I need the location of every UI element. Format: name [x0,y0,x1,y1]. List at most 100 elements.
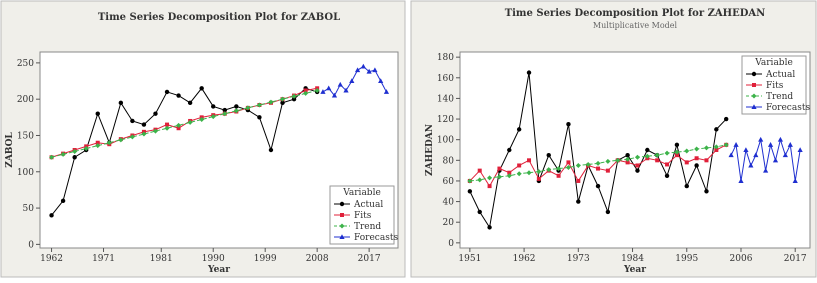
y-tick-label: 120 [437,115,454,125]
data-point [188,101,192,105]
x-tick-label: 1981 [150,254,173,264]
data-point [704,189,708,193]
y-tick-label: 20 [443,218,455,228]
data-point [625,153,629,157]
data-point [665,174,669,178]
legend-label: Actual [765,70,795,80]
data-point [635,163,639,167]
data-point [606,169,610,173]
chart-title: Time Series Decomposition Plot for ZABOL [98,12,340,23]
data-point [606,210,610,214]
y-tick-label: 40 [443,198,455,208]
data-point [96,112,100,116]
x-tick-label: 1995 [675,254,698,264]
y-tick-label: 250 [17,59,34,69]
data-point [596,167,600,171]
legend-label: Trend [766,92,793,102]
data-point [695,156,699,160]
data-point [49,213,53,217]
data-point [478,169,482,173]
data-point [130,119,134,123]
data-point [72,155,76,159]
data-point [487,225,491,229]
data-point [507,148,511,152]
x-tick-label: 1971 [92,254,115,264]
x-tick-label: 1990 [202,254,225,264]
y-tick-label: 200 [17,95,34,105]
chart-subtitle: Multiplicative Model [593,21,678,30]
data-point [714,127,718,131]
data-point [685,160,689,164]
data-point [694,163,698,167]
legend-marker [340,213,344,217]
data-point [119,101,123,105]
data-point [576,179,580,183]
legend-marker [340,202,344,206]
data-point [675,143,679,147]
legend-label: Trend [354,222,381,232]
data-point [153,112,157,116]
x-tick-label: 1984 [621,254,644,264]
data-point [645,148,649,152]
data-point [468,189,472,193]
legend-label: Actual [353,200,383,210]
y-tick-label: 140 [437,94,454,104]
data-point [527,158,531,162]
data-point [142,122,146,126]
y-tick-label: 80 [443,156,455,166]
x-tick-label: 2008 [306,254,329,264]
data-point [557,174,561,178]
data-point [724,117,728,121]
y-tick-label: 60 [443,177,455,187]
chart-title: Time Series Decomposition Plot for ZAHED… [505,8,766,19]
data-point [517,163,521,167]
data-point [566,122,570,126]
data-point [685,184,689,188]
legend-label: Forecasts [354,233,398,243]
legend-marker [752,83,756,87]
data-point [165,90,169,94]
data-point [269,148,273,152]
data-point [576,199,580,203]
x-axis-label: Year [623,265,646,275]
data-point [478,210,482,214]
x-axis-label: Year [207,265,230,275]
data-point [176,93,180,97]
y-tick-label: 160 [437,74,454,84]
y-axis-label: ZABOL [5,132,15,168]
x-tick-label: 1973 [567,254,590,264]
y-tick-label: 0 [28,240,34,250]
y-tick-label: 100 [437,136,454,146]
data-point [199,86,203,90]
data-point [497,167,501,171]
x-tick-label: 1962 [40,254,63,264]
x-tick-label: 1999 [254,254,277,264]
data-point [665,162,669,166]
y-tick-label: 180 [437,53,454,63]
y-tick-label: 50 [23,204,35,214]
legend-marker [752,72,756,76]
data-point [527,70,531,74]
legend-label: Forecasts [766,103,810,113]
legend-label: Fits [766,81,784,91]
data-point [704,158,708,162]
x-tick-label: 2017 [358,254,381,264]
data-point [257,115,261,119]
data-point [234,104,238,108]
figure: Time Series Decomposition Plot for ZABOL… [0,0,817,279]
y-tick-label: 100 [17,168,34,178]
x-tick-label: 1951 [458,254,481,264]
x-tick-label: 1962 [513,254,536,264]
data-point [61,199,65,203]
data-point [547,153,551,157]
legend-title: Variable [342,188,381,198]
x-tick-label: 2017 [784,254,807,264]
y-tick-label: 0 [448,239,454,249]
data-point [517,127,521,131]
y-tick-label: 150 [17,131,34,141]
x-tick-label: 2006 [730,254,753,264]
legend-label: Fits [354,211,372,221]
data-point [537,177,541,181]
y-axis-label: ZAHEDAN [425,124,435,176]
legend-title: Variable [754,58,793,68]
